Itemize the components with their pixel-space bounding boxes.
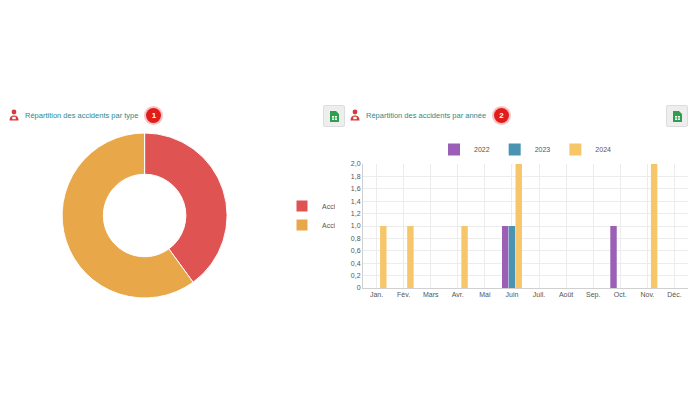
svg-text:Fév.: Fév. — [397, 291, 410, 298]
html-text:Répartition des accidents par: Répartition des accidents par année — [366, 110, 487, 120]
svg-text:0,6: 0,6 — [351, 247, 361, 254]
svg-text:1,4: 1,4 — [351, 198, 361, 205]
svg-text:2,0: 2,0 — [351, 160, 361, 167]
svg-text:Mai: Mai — [479, 291, 491, 298]
html-text:1: 1 — [151, 110, 157, 120]
svg-text:Juin: Juin — [506, 291, 519, 298]
svg-text:Jan.: Jan. — [370, 291, 383, 298]
svg-text:Avr.: Avr. — [452, 291, 464, 298]
html-text:2: 2 — [499, 110, 504, 120]
svg-text:Août: Août — [559, 291, 573, 298]
svg-text:1,2: 1,2 — [351, 210, 361, 217]
svg-text:Juil.: Juil. — [533, 291, 546, 298]
svg-text:Oct.: Oct. — [614, 291, 627, 298]
svg-text:0,4: 0,4 — [351, 260, 361, 267]
svg-text:Sep.: Sep. — [586, 291, 600, 299]
svg-text:1,8: 1,8 — [351, 173, 361, 180]
svg-text:Déc.: Déc. — [667, 291, 681, 298]
svg-text:0,8: 0,8 — [351, 235, 361, 242]
svg-text:2024: 2024 — [595, 146, 611, 153]
svg-text:0,2: 0,2 — [351, 272, 361, 279]
svg-text:1,0: 1,0 — [351, 222, 361, 229]
svg-text:2022: 2022 — [474, 146, 490, 153]
svg-text:Accident du travail: Accident du travail — [322, 203, 380, 210]
svg-text:0: 0 — [357, 284, 361, 291]
html-text:Répartition des accidents par: Répartition des accidents par type — [25, 110, 139, 120]
svg-text:1,6: 1,6 — [351, 185, 361, 192]
svg-text:2023: 2023 — [535, 146, 551, 153]
svg-text:Accident trajet: Accident trajet — [322, 222, 366, 230]
svg-text:Mars: Mars — [423, 291, 439, 298]
svg-text:Nov.: Nov. — [640, 291, 654, 298]
